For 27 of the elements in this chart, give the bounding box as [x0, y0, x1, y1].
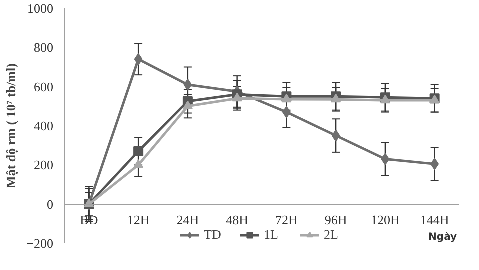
point: [232, 92, 242, 102]
y-tick-label: 400: [34, 118, 54, 134]
y-tick-label: 200: [34, 158, 54, 173]
y-tick-label: 600: [34, 79, 54, 94]
x-tick-label: 120H: [370, 212, 400, 228]
x-axis-title: Ngày: [428, 232, 458, 244]
x-tick-label: 24H: [176, 212, 200, 228]
x-tick-label: 96H: [324, 212, 348, 228]
x-tick-label: 12H: [127, 212, 150, 228]
point: [381, 153, 390, 166]
point: [184, 78, 192, 91]
point: [134, 159, 144, 168]
point: [332, 130, 340, 142]
y-tick-label: 800: [34, 40, 54, 56]
x-tick-label: 72H: [275, 212, 298, 228]
y-axis-title: Mật độ rm ( 10⁷ tb/ml): [4, 64, 19, 188]
point: [134, 146, 144, 156]
legend-label: 2L: [324, 227, 340, 243]
y-tick-label: 1000: [28, 1, 54, 16]
legend-label: 1L: [264, 227, 280, 243]
point: [134, 53, 143, 66]
legend-label: TD: [204, 227, 222, 243]
y-tick-label: −200: [26, 236, 54, 251]
x-tick-label: 48H: [226, 212, 249, 228]
point: [182, 100, 193, 110]
y-tick-label: 0: [47, 196, 54, 212]
x-tick-label: 144H: [420, 212, 450, 228]
